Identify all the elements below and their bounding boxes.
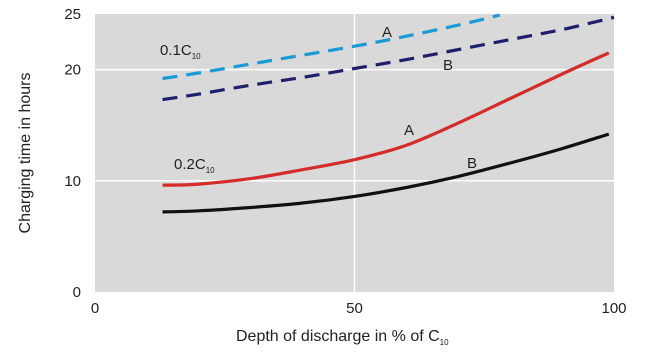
annotation-a-02: A xyxy=(404,122,414,139)
series-line-01C10-b xyxy=(162,15,615,102)
series-layer xyxy=(162,13,615,214)
annotation-01c10: 0.1C10 xyxy=(160,42,201,61)
x-axis-title-text: Depth of discharge in % of C xyxy=(236,328,440,345)
annotation-01c10-sub: 10 xyxy=(192,52,201,61)
series-line-02C10-a xyxy=(162,51,610,187)
series-line-02C10-b xyxy=(162,132,610,214)
annotation-a-01: A xyxy=(382,24,392,41)
y-tick-label-25: 25 xyxy=(64,6,81,23)
annotation-02c10: 0.2C10 xyxy=(174,156,215,175)
x-tick-label-100: 100 xyxy=(601,300,626,317)
x-tick-label-0: 0 xyxy=(91,300,99,317)
y-tick-labels: 0 10 20 25 xyxy=(64,6,81,301)
y-tick-label-0: 0 xyxy=(73,284,81,301)
x-axis-title: Depth of discharge in % of C10 xyxy=(236,328,449,347)
x-tick-labels: 0 50 100 xyxy=(91,300,627,317)
annotation-b-02: B xyxy=(467,155,477,172)
series-line-01C10-a xyxy=(162,13,501,81)
y-tick-label-20: 20 xyxy=(64,62,81,79)
annotation-01c10-text: 0.1C xyxy=(160,42,192,59)
x-tick-label-50: 50 xyxy=(346,300,363,317)
annotation-b-01: B xyxy=(443,57,453,74)
y-tick-label-10: 10 xyxy=(64,173,81,190)
annotation-02c10-sub: 10 xyxy=(206,166,215,175)
y-axis-title: Charging time in hours xyxy=(17,73,34,234)
annotation-02c10-text: 0.2C xyxy=(174,156,206,173)
x-axis-title-sub: 10 xyxy=(440,338,449,347)
